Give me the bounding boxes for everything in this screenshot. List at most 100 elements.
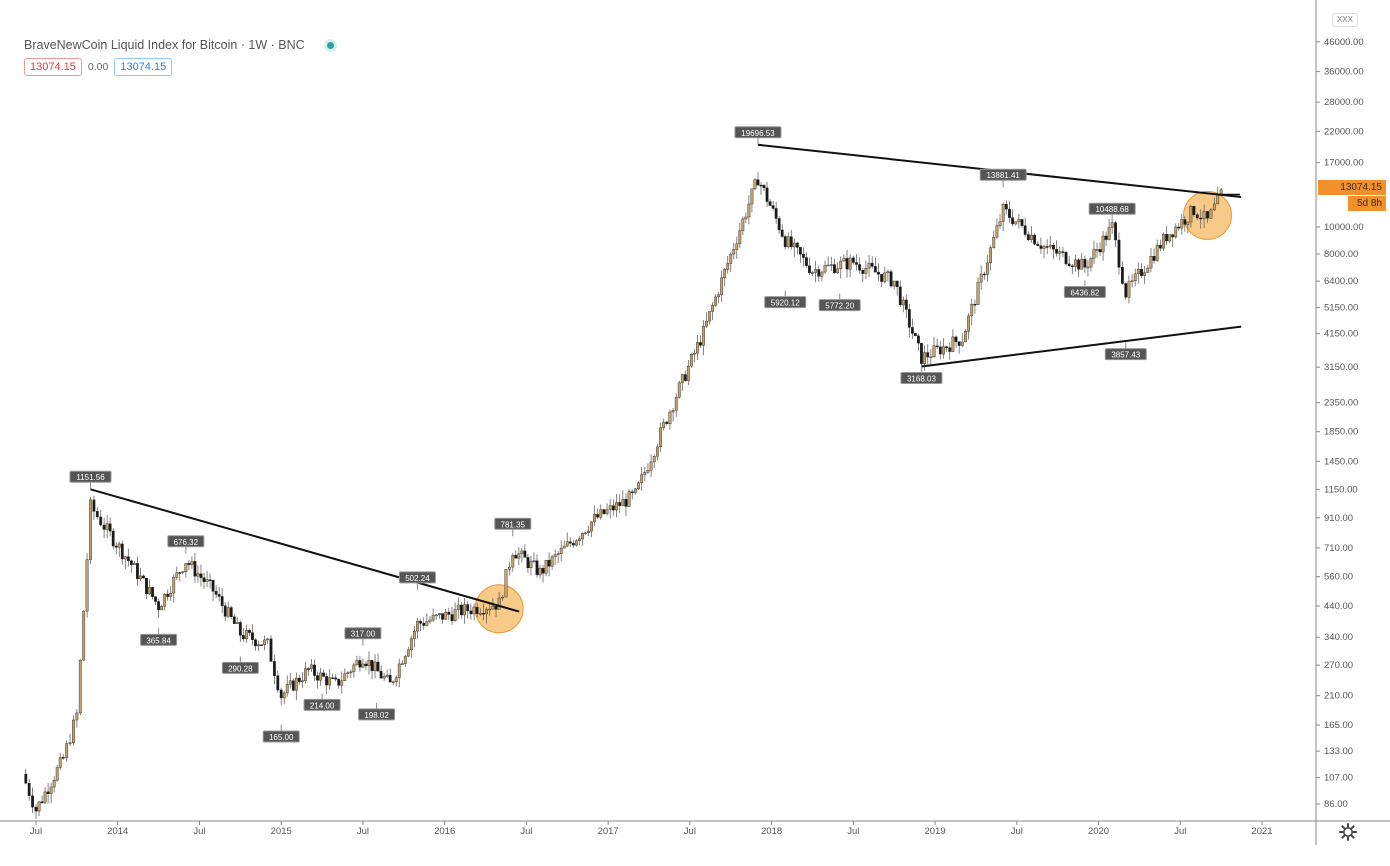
price-annotation[interactable] bbox=[140, 633, 178, 646]
candle-body bbox=[870, 262, 874, 267]
candle-body bbox=[1052, 244, 1055, 250]
candle-body bbox=[574, 540, 578, 546]
candle-body bbox=[1206, 211, 1209, 219]
candle-body bbox=[744, 216, 748, 220]
candle-body bbox=[403, 655, 407, 664]
price-annotation[interactable] bbox=[1088, 202, 1136, 215]
price-annotation-label: 290.28 bbox=[228, 664, 253, 673]
candle-body bbox=[1212, 203, 1216, 211]
candle-body bbox=[765, 187, 769, 202]
candle-body bbox=[920, 342, 923, 364]
candle-body bbox=[447, 611, 451, 615]
price-annotation[interactable] bbox=[900, 371, 943, 384]
candle-body bbox=[388, 674, 392, 683]
candle-body bbox=[217, 594, 221, 597]
candle-body bbox=[394, 677, 398, 682]
candle-body bbox=[501, 596, 504, 599]
candle-body bbox=[1067, 263, 1071, 267]
candle-body bbox=[1136, 269, 1140, 275]
candle-body bbox=[867, 262, 871, 269]
price-annotation[interactable] bbox=[734, 126, 782, 139]
candle-body bbox=[441, 613, 444, 620]
price-annotation[interactable] bbox=[494, 517, 532, 530]
candle-body bbox=[1133, 273, 1137, 281]
candle-body bbox=[1036, 243, 1040, 246]
candle-body bbox=[1098, 249, 1102, 253]
candle-body bbox=[1008, 208, 1011, 218]
candle-body bbox=[602, 509, 606, 514]
price-annotation[interactable] bbox=[764, 296, 807, 309]
candle-body bbox=[123, 556, 127, 560]
price-annotation[interactable] bbox=[979, 168, 1027, 181]
chart-settings-button[interactable] bbox=[1338, 822, 1358, 842]
price-tick-label: 10000.00 bbox=[1324, 222, 1364, 233]
candle-body bbox=[829, 264, 833, 266]
price-tick-label: 17000.00 bbox=[1324, 158, 1364, 169]
candle-body bbox=[680, 374, 684, 384]
price-annotation-label: 214.00 bbox=[310, 701, 335, 710]
candle-body bbox=[913, 333, 917, 337]
price-annotation[interactable] bbox=[262, 730, 300, 743]
candle-body bbox=[95, 511, 99, 518]
candle-body bbox=[689, 354, 693, 367]
candle-body bbox=[1001, 204, 1005, 222]
candle-body bbox=[1095, 249, 1099, 251]
price-tick-label: 2350.00 bbox=[1324, 398, 1358, 409]
candle-body bbox=[211, 579, 215, 592]
symbol-title[interactable]: BraveNewCoin Liquid Index for Bitcoin · … bbox=[24, 38, 305, 52]
candle-body bbox=[52, 780, 56, 788]
candle-body bbox=[31, 795, 34, 808]
candle-body bbox=[114, 545, 118, 548]
price-annotation[interactable] bbox=[398, 571, 436, 584]
candle-body bbox=[364, 663, 368, 667]
price-annotation-label: 317.00 bbox=[351, 630, 376, 639]
price-annotation-label: 1151.56 bbox=[76, 473, 105, 482]
candle-body bbox=[532, 560, 536, 562]
candle-body bbox=[1114, 222, 1117, 241]
candle-body bbox=[957, 341, 961, 346]
candle-body bbox=[288, 680, 292, 685]
candle-body bbox=[917, 335, 920, 344]
price-annotation[interactable] bbox=[1063, 285, 1106, 298]
price-tick-label: 133.00 bbox=[1324, 746, 1353, 757]
price-annotation[interactable] bbox=[818, 299, 861, 312]
chart-pane[interactable]: 1151.56 365.84 676.32 290.28 165.00 214.00 317… bbox=[24, 126, 1242, 819]
price-tick-label: 440.00 bbox=[1324, 601, 1353, 612]
candle-body bbox=[590, 521, 593, 532]
price-annotation[interactable] bbox=[167, 535, 205, 548]
candle-body bbox=[898, 286, 902, 306]
candle-body bbox=[475, 606, 479, 615]
price-tick-label: 560.00 bbox=[1324, 572, 1353, 583]
price-annotation[interactable] bbox=[69, 470, 112, 483]
candle-body bbox=[346, 672, 350, 674]
price-scale-mode-button[interactable]: XXX bbox=[1332, 13, 1358, 27]
time-tick-label: 2017 bbox=[598, 826, 619, 837]
candle-body bbox=[456, 604, 460, 610]
price-annotation[interactable] bbox=[221, 661, 259, 674]
trendline[interactable] bbox=[90, 488, 520, 613]
candle-body bbox=[926, 352, 930, 358]
candle-body bbox=[892, 280, 896, 287]
time-tick-label: Jul bbox=[847, 826, 859, 837]
candle-body bbox=[982, 273, 986, 276]
price-annotation[interactable] bbox=[358, 708, 396, 721]
price-annotation[interactable] bbox=[1104, 348, 1147, 361]
candle-body bbox=[453, 609, 457, 621]
price-annotation[interactable] bbox=[303, 698, 341, 711]
candle-body bbox=[895, 280, 899, 288]
price-annotation[interactable] bbox=[344, 627, 382, 640]
candle-body bbox=[1086, 266, 1090, 269]
price-annotation-label: 781.35 bbox=[501, 520, 526, 529]
candle-body bbox=[571, 543, 575, 546]
candle-body bbox=[948, 347, 952, 352]
price-axis[interactable]: 86.00 107.00 133.00 165.00 210.00 270.00 340.0… bbox=[1316, 37, 1364, 810]
candle-body bbox=[297, 677, 301, 682]
price-annotation-label: 502.24 bbox=[405, 574, 430, 583]
candle-body bbox=[705, 320, 708, 327]
trendline[interactable] bbox=[921, 325, 1242, 368]
candle-body bbox=[630, 491, 634, 493]
candle-body bbox=[1039, 245, 1043, 249]
candle-body bbox=[556, 553, 560, 555]
time-axis[interactable]: Jul 2014 Jul 2015 Jul 2016 Jul 2017 Jul 2018 Jul 20… bbox=[30, 821, 1273, 837]
